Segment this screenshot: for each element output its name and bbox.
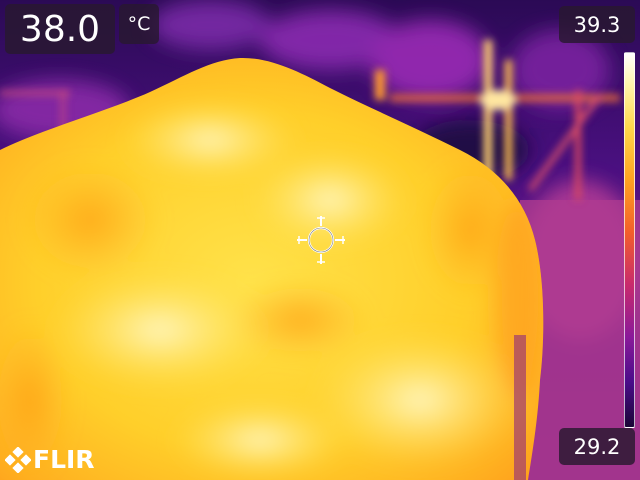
- flir-logo-text: FLIR: [33, 445, 95, 474]
- scale-min-temperature: 29.2: [559, 428, 635, 465]
- flir-logo-icon: [5, 447, 31, 473]
- flir-logo: FLIR: [5, 445, 95, 475]
- crosshair-icon: [297, 216, 345, 264]
- scale-max-temperature: 39.3: [559, 6, 635, 43]
- temperature-scale-bar: [624, 52, 635, 428]
- temperature-unit: °C: [119, 4, 159, 44]
- spot-temperature-readout: 38.0: [5, 4, 115, 54]
